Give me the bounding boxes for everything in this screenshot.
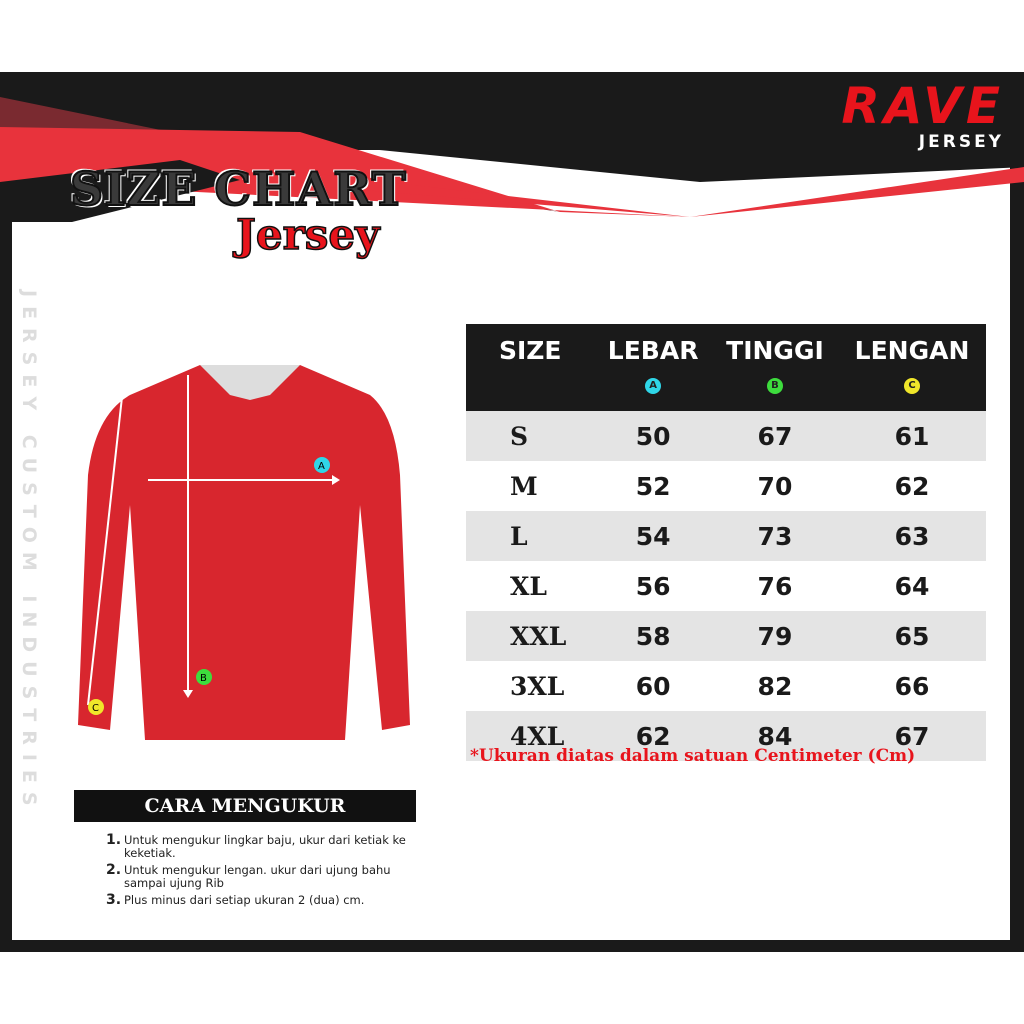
marker-c-icon: C xyxy=(904,378,921,394)
header-banner xyxy=(0,72,1024,222)
value-cell: 64 xyxy=(894,571,930,601)
table-row: 4XL 62 84 67 xyxy=(466,711,986,761)
table-row: XXL 58 79 65 xyxy=(466,611,986,661)
value-cell: 60 xyxy=(635,671,671,701)
value-cell: 63 xyxy=(838,511,986,561)
size-cell: XL xyxy=(510,571,547,601)
how-to-measure-title: CARA MENGUKUR xyxy=(74,790,416,822)
side-watermark: JERSEY CUSTOM INDUSTRIES xyxy=(18,290,40,815)
logo-sub: JERSEY xyxy=(918,132,1004,152)
arrow-c xyxy=(87,396,123,706)
col-lebar: LEBAR A xyxy=(594,324,712,411)
table-row: XL 56 76 64 xyxy=(466,561,986,611)
value-cell: 67 xyxy=(711,411,839,461)
marker-b-icon: B xyxy=(766,378,783,394)
size-table: SIZE LEBAR A TINGGI B LENGAN C S 50 67 61 M 52 70… xyxy=(466,324,986,761)
jersey-shape xyxy=(78,365,410,740)
col-size: SIZE xyxy=(466,324,595,411)
value-cell: 82 xyxy=(757,671,793,701)
value-cell: 61 xyxy=(838,411,986,461)
svg-text:C: C xyxy=(92,703,99,714)
marker-c xyxy=(88,699,104,715)
jersey-collar xyxy=(200,365,300,400)
value-cell: 50 xyxy=(594,411,712,461)
value-cell: 54 xyxy=(594,511,712,561)
table-row: M 52 70 62 xyxy=(466,461,986,511)
step-item: 2. Untuk mengukur lengan. ukur dari ujung… xyxy=(106,862,391,890)
measure-steps: 1. Untuk mengukur lingkar baju, ukur dari… xyxy=(106,832,426,911)
value-cell: 65 xyxy=(838,611,986,661)
marker-a xyxy=(314,457,330,473)
value-cell: 62 xyxy=(894,471,930,501)
col-lengan: LENGAN C xyxy=(838,324,986,411)
value-cell: 52 xyxy=(635,471,671,501)
page-title: SIZE CHART xyxy=(69,161,407,217)
unit-note: *Ukuran diatas dalam satuan Centimeter (… xyxy=(470,746,916,766)
col-tinggi: TINGGI B xyxy=(711,324,839,411)
table-row: 3XL 60 82 66 xyxy=(466,661,986,711)
value-cell: 79 xyxy=(711,611,839,661)
size-cell: 4XL xyxy=(466,711,595,761)
step-item: 3. Plus minus dari setiap ukuran 2 (dua) … xyxy=(106,892,365,908)
size-cell: XXL xyxy=(466,611,595,661)
table-row: S 50 67 61 xyxy=(466,411,986,461)
jersey-diagram: A B C xyxy=(78,365,410,740)
size-cell: 3XL xyxy=(510,671,565,701)
size-cell: S xyxy=(466,411,595,461)
table-row: L 54 73 63 xyxy=(466,511,986,561)
value-cell: 56 xyxy=(635,571,671,601)
value-cell: 84 xyxy=(711,711,839,761)
value-cell: 73 xyxy=(711,511,839,561)
size-cell: M xyxy=(510,471,538,501)
marker-a-icon: A xyxy=(645,378,662,394)
brand-logo: RAVE JERSEY xyxy=(841,80,1004,152)
value-cell: 62 xyxy=(594,711,712,761)
value-cell: 66 xyxy=(894,671,930,701)
size-cell: L xyxy=(466,511,595,561)
value-cell: 58 xyxy=(594,611,712,661)
value-cell: 70 xyxy=(757,471,793,501)
page-subtitle: Jersey xyxy=(235,209,380,260)
marker-b xyxy=(196,669,212,685)
step-item: 1. Untuk mengukur lingkar baju, ukur dari… xyxy=(106,832,406,860)
svg-text:A: A xyxy=(318,461,325,472)
logo-brand: RAVE xyxy=(841,77,1004,135)
value-cell: 67 xyxy=(838,711,986,761)
svg-text:B: B xyxy=(200,673,207,684)
value-cell: 76 xyxy=(757,571,793,601)
